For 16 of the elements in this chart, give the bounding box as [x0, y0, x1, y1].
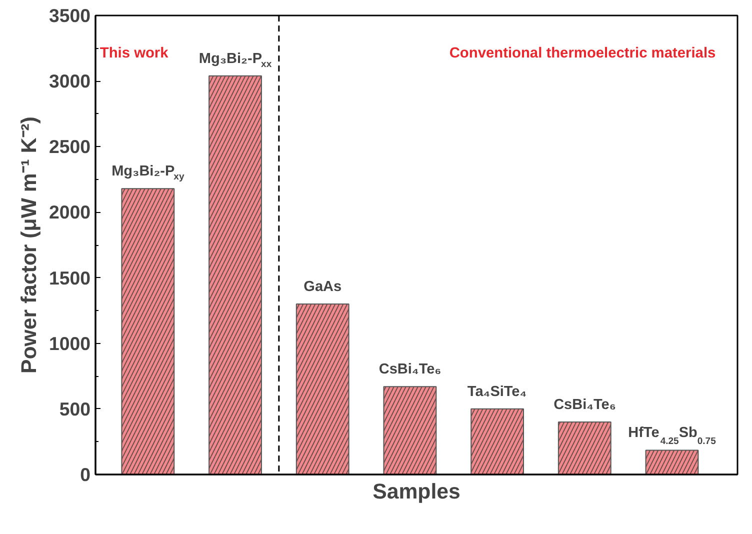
- y-tick-label: 0: [80, 464, 91, 485]
- y-axis-title: Power factor (μW m⁻¹ K⁻²): [16, 116, 41, 374]
- x-tick-label: GaAs: [304, 279, 342, 296]
- annotation: This work: [100, 45, 170, 62]
- y-tick-label: 3500: [48, 5, 91, 26]
- y-tick-label: 1500: [48, 267, 91, 288]
- x-tick-label: CsBi₄Te₆: [554, 397, 616, 414]
- y-tick-label: 500: [59, 398, 91, 420]
- x-tick-label: CsBi₄Te₆: [378, 362, 442, 378]
- annotation: Conventional thermoelectric materials: [449, 45, 716, 62]
- x-axis-title: Samples: [372, 480, 460, 504]
- x-tick-label: Ta₄SiTe₄: [467, 384, 527, 400]
- y-tick-label: 2000: [48, 202, 91, 223]
- y-tick-label: 2500: [48, 136, 91, 158]
- y-tick-label: 1000: [48, 332, 91, 354]
- y-tick-label: 3000: [48, 70, 91, 92]
